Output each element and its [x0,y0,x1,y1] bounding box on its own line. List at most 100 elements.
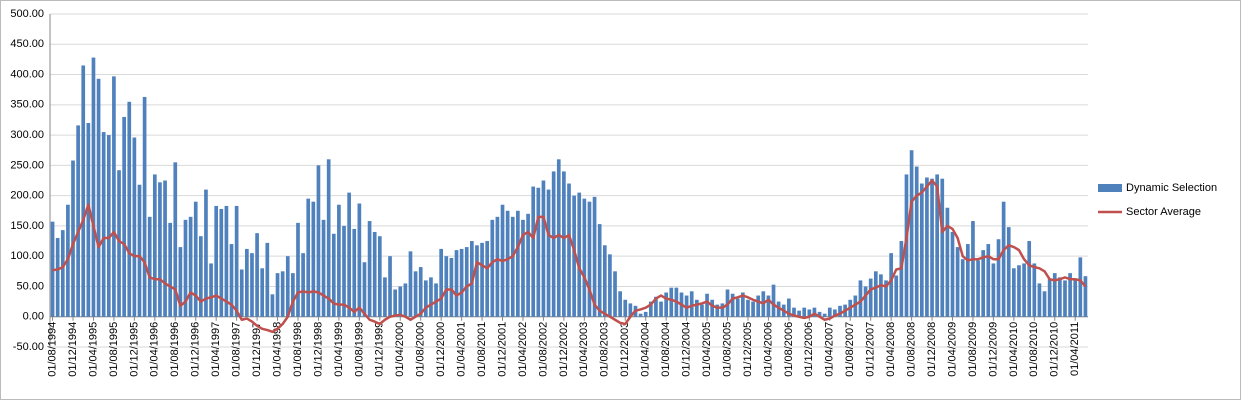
x-tick-label: 01/04/1996 [149,322,161,377]
bar [505,210,510,317]
bar [587,201,592,317]
bar [158,182,162,317]
bar [919,183,924,317]
legend-label: Sector Average [1126,206,1201,218]
bar [935,174,939,317]
bar [413,271,418,317]
bar [372,231,377,317]
x-tick-label: 01/04/2002 [517,322,529,377]
bar [296,222,300,317]
bar [567,183,571,317]
x-tick-label: 01/08/2000 [415,322,427,377]
line [52,179,1087,334]
x-tick-label: 01/08/2003 [599,322,611,377]
bar [868,278,873,317]
bar [904,174,909,317]
bar [209,263,213,317]
bar [858,280,863,317]
bar [654,296,658,317]
bar [163,180,167,317]
y-tick-label: 450.00 [10,38,44,50]
y-tick-label: 0.00 [23,311,44,323]
bar [383,277,387,317]
bar [449,257,454,317]
bar [643,311,648,317]
bar [285,256,290,317]
bar [490,219,495,317]
bar [797,310,801,317]
x-tick-label: 01/12/2007 [865,322,877,377]
x-tick-label: 01/08/1997 [231,322,243,377]
bar [592,196,597,317]
bar [741,292,745,317]
bar [572,195,576,317]
bar [996,239,1001,317]
bar [577,192,582,317]
bar [766,295,771,317]
bar [618,291,622,317]
bar [255,233,259,317]
bar [347,192,351,317]
bar [101,132,106,317]
bar [720,303,725,317]
bar [311,201,316,317]
y-tick-label: 300.00 [10,129,44,141]
bar [434,283,438,317]
bar [925,177,929,317]
bar [1017,265,1021,317]
x-tick-label: 01/04/2010 [1008,322,1020,377]
bar [863,286,868,317]
bar [234,205,239,317]
bar [531,186,536,317]
bar [689,291,694,317]
x-tick-label: 01/12/1999 [374,322,386,377]
bar [485,241,490,317]
bar [873,271,878,317]
y-tick-label: 350.00 [10,99,44,111]
bar [55,238,60,317]
bar [940,178,945,317]
bar [495,216,500,317]
bar [648,301,653,317]
bar [214,205,219,317]
bar [454,250,459,317]
x-tick-label: 01/12/2003 [619,322,631,377]
bar [76,125,80,317]
bar [398,286,403,317]
x-tick-label: 01/08/1999 [353,322,365,377]
bar [250,253,254,317]
bar [694,299,699,317]
bar [183,219,188,317]
bar [833,309,837,317]
bar [127,101,132,317]
bar [337,204,341,317]
bar [787,298,791,317]
bar [1058,277,1062,317]
x-tick-label: 01/08/1995 [108,322,120,377]
x-tick-label: 01/12/1997 [251,322,263,377]
bar [459,248,464,317]
bar [403,283,408,317]
bar [551,171,556,317]
bar [199,236,203,317]
bar [955,247,960,317]
bar [204,189,208,317]
bar [291,273,295,317]
bar [152,174,157,317]
bar [838,305,842,317]
bar [960,259,965,317]
bar [193,201,198,317]
bar [168,222,173,317]
bar [684,295,689,317]
bar [853,295,858,317]
bar [1027,241,1032,317]
x-tick-label: 01/12/2010 [1049,322,1061,377]
bar [122,116,126,317]
x-tick-label: 01/08/2006 [783,322,795,377]
bar [597,224,602,317]
bar [715,304,720,317]
bar [117,170,121,317]
x-tick-label: 01/08/2002 [537,322,549,377]
bar [444,256,449,317]
